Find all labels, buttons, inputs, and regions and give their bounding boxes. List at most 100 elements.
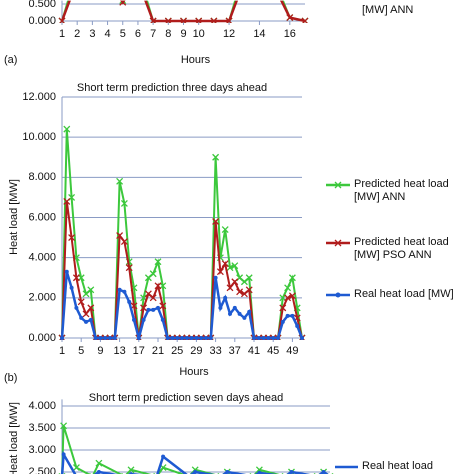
- legend-marker: [334, 181, 342, 189]
- y-axis-label: Heat load [MW]: [8, 402, 20, 474]
- x-tick-label: 12: [223, 28, 235, 40]
- point: [63, 125, 71, 133]
- point: [60, 422, 68, 430]
- point: [180, 336, 184, 340]
- point: [151, 307, 156, 312]
- x-tick-label: 45: [267, 345, 279, 357]
- series-line: [60, 0, 306, 23]
- point: [225, 17, 233, 23]
- legend-text: Real heat load: [362, 460, 433, 472]
- point: [300, 336, 304, 340]
- point: [290, 313, 295, 318]
- point: [117, 287, 122, 292]
- point: [218, 305, 223, 310]
- x-tick-label: 3: [89, 28, 95, 40]
- legend-label: Predicted heat load [MW] ANN: [354, 178, 449, 203]
- point: [226, 284, 234, 292]
- point: [221, 226, 229, 234]
- point: [286, 14, 294, 22]
- y-tick-label: 3.500: [28, 422, 56, 434]
- x-tick-label: 1: [59, 28, 65, 40]
- point: [58, 17, 66, 23]
- x-tick-label: 29: [190, 345, 202, 357]
- series-line: [61, 0, 306, 22]
- point: [288, 274, 296, 282]
- point: [156, 305, 160, 310]
- plot-area: [58, 125, 306, 340]
- point: [154, 282, 162, 290]
- point: [242, 315, 247, 320]
- point: [189, 336, 194, 340]
- point: [108, 336, 112, 340]
- point: [120, 238, 128, 246]
- series-line: [60, 271, 304, 340]
- point: [245, 286, 253, 294]
- point: [159, 302, 167, 310]
- point: [280, 319, 285, 324]
- legend-marker: [335, 292, 341, 298]
- x-tick-label: 49: [286, 345, 298, 357]
- point: [87, 304, 95, 312]
- point: [288, 292, 296, 300]
- point: [285, 313, 290, 318]
- plot-area: [58, 0, 309, 23]
- point: [255, 466, 263, 474]
- x-axis-label: Hours: [179, 366, 209, 378]
- x-tick-label: 8: [165, 28, 171, 40]
- x-tick-label: 13: [113, 345, 125, 357]
- point: [194, 336, 199, 340]
- point: [245, 274, 253, 282]
- y-tick-label: 2.000: [28, 292, 56, 304]
- point: [210, 17, 218, 23]
- point: [208, 336, 213, 340]
- x-tick-label: 16: [284, 28, 296, 40]
- y-tick-label: 0.000: [28, 332, 56, 344]
- y-tick-label: 3.000: [28, 444, 56, 456]
- point: [223, 295, 228, 300]
- y-tick-label: 4.000: [28, 252, 56, 264]
- point: [165, 336, 170, 340]
- point: [276, 336, 280, 340]
- point: [213, 275, 218, 280]
- y-axis-label: Heat load [MW]: [8, 179, 20, 255]
- point: [141, 317, 146, 322]
- point: [271, 336, 276, 340]
- x-tick-label: 37: [229, 345, 241, 357]
- point: [228, 311, 232, 316]
- x-tick-label: 33: [209, 345, 221, 357]
- chart-title: Short term prediction seven days ahead: [89, 392, 283, 404]
- legend-marker: [334, 239, 342, 247]
- legend-text: [MW] ANN: [362, 4, 414, 16]
- point: [149, 294, 157, 302]
- y-tick-label: 12.000: [22, 91, 56, 103]
- point: [119, 0, 127, 6]
- point: [170, 336, 175, 340]
- x-tick-label: 21: [152, 345, 164, 357]
- panel-label: (b): [4, 372, 17, 384]
- point: [116, 177, 124, 185]
- point: [284, 284, 292, 292]
- y-tick-label: 0.500: [28, 0, 56, 10]
- point: [149, 17, 157, 23]
- point: [321, 470, 326, 474]
- point: [68, 234, 76, 242]
- x-tick-label: 41: [248, 345, 260, 357]
- point: [232, 305, 237, 310]
- point: [301, 17, 309, 23]
- point: [184, 336, 189, 340]
- point: [122, 289, 127, 294]
- point: [98, 336, 103, 340]
- point: [154, 258, 162, 266]
- point: [231, 278, 239, 286]
- point: [127, 299, 132, 304]
- point: [136, 336, 141, 340]
- point: [257, 470, 262, 474]
- point: [212, 218, 220, 225]
- point: [69, 285, 74, 290]
- point: [120, 199, 128, 207]
- point: [116, 232, 124, 240]
- x-tick-label: 17: [133, 345, 145, 357]
- point: [225, 470, 230, 474]
- point: [231, 262, 239, 270]
